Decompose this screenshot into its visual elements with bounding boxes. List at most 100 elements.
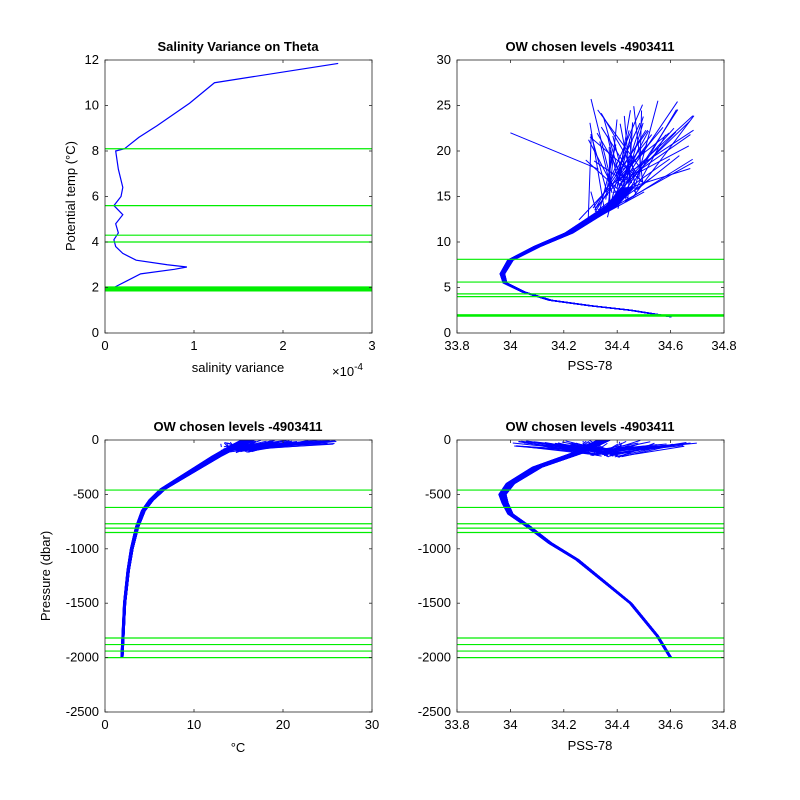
surface-profile-segment: [515, 445, 601, 455]
y-tick-label: 4: [92, 234, 99, 249]
y-tick-label: 25: [437, 98, 451, 113]
y-tick-label: 10: [85, 98, 99, 113]
subplot-4-title: OW chosen levels -4903411: [505, 419, 674, 434]
surface-profile-segment: [597, 158, 671, 211]
plot-content: [105, 62, 372, 292]
x-exponent-base: ×10: [332, 364, 354, 379]
axes-frame: [456, 439, 725, 713]
subplot-3-ylabel: Pressure (dbar): [38, 531, 53, 621]
y-tick-label: 30: [437, 52, 451, 67]
surface-profile-segment: [626, 122, 644, 179]
plot-content: [457, 440, 724, 659]
surface-profile-segment: [240, 443, 247, 453]
y-tick-label: -1500: [418, 595, 451, 610]
profile-line: [120, 440, 246, 658]
x-tick-label: 10: [187, 717, 201, 732]
surface-profile-segment: [600, 113, 643, 183]
plot-area: [105, 440, 372, 712]
subplot-pressure-salinity: OW chosen levels -4903411 PSS-78 33.8 34 3…: [418, 419, 737, 753]
x-tick-label: 34: [503, 338, 517, 353]
profile-line: [500, 440, 671, 658]
subplot-theta-salinity: OW chosen levels -4903411 PSS-78 33.8 34 3…: [437, 39, 737, 373]
surface-profile-segment: [592, 129, 649, 209]
x-tick-label: 34.4: [605, 338, 630, 353]
surface-profile-segment: [224, 441, 244, 449]
surface-profile-segment: [559, 444, 610, 452]
y-tick-label: 10: [437, 234, 451, 249]
y-tick-label: 0: [92, 325, 99, 340]
subplot-1-xlabel: salinity variance: [192, 360, 285, 375]
y-tick-label: -2500: [418, 704, 451, 719]
surface-profile-segment: [612, 168, 691, 194]
profile-line: [505, 440, 672, 658]
plot-content: [105, 440, 372, 659]
surface-profile-segment: [615, 122, 641, 176]
surface-profile-segment: [616, 169, 641, 193]
surface-profile-segment: [612, 135, 626, 187]
surface-profile-segment: [612, 129, 694, 184]
data-line: [112, 62, 339, 290]
surface-profile-segment: [590, 98, 614, 188]
x-exponent-power: -4: [354, 362, 363, 373]
surface-profile-segment: [226, 441, 329, 448]
surface-profile-segment: [603, 117, 628, 203]
profile-line: [121, 440, 251, 658]
subplot-pressure-temperature: OW chosen levels -4903411 °C Pressure (d…: [38, 419, 379, 755]
y-tick-label: 0: [92, 432, 99, 447]
x-tick-label: 1: [190, 338, 197, 353]
profile-line: [120, 440, 243, 658]
subplot-1-ylabel: Potential temp (°C): [63, 141, 78, 251]
surface-profile-segment: [604, 444, 675, 451]
y-tick-label: 8: [92, 143, 99, 158]
surface-profile-segment: [611, 104, 644, 175]
x-tick-label: 33.8: [444, 338, 469, 353]
subplot-1-title: Salinity Variance on Theta: [157, 39, 319, 54]
surface-profile-segment: [587, 134, 592, 222]
y-tick-label: -2000: [66, 650, 99, 665]
surface-profile-segment: [595, 127, 664, 209]
x-tick-label: 20: [276, 717, 290, 732]
subplot-1-x-exponent: ×10-4: [332, 362, 363, 379]
subplot-3-xlabel: °C: [231, 740, 246, 755]
y-tick-label: -500: [73, 486, 99, 501]
x-tick-label: 34.2: [551, 338, 576, 353]
y-tick-label: 20: [437, 143, 451, 158]
x-tick-label: 34: [503, 717, 517, 732]
y-tick-label: 12: [85, 52, 99, 67]
y-tick-label: 5: [444, 280, 451, 295]
x-tick-label: 30: [365, 717, 379, 732]
profile-line: [500, 187, 670, 318]
y-tick-label: -1000: [418, 541, 451, 556]
surface-profile-segment: [561, 441, 608, 452]
surface-profile-segment: [589, 136, 644, 183]
surface-profile-segment: [593, 160, 628, 184]
y-tick-label: -2000: [418, 650, 451, 665]
y-tick-label: 6: [92, 189, 99, 204]
surface-profile-segment: [639, 120, 691, 170]
chosen-level-band: [105, 286, 372, 291]
x-tick-label: 34.6: [658, 338, 683, 353]
surface-profile-segment: [246, 441, 333, 450]
surface-profile-segment: [624, 158, 693, 203]
y-tick-label: -500: [425, 486, 451, 501]
surface-profile-segment: [620, 134, 653, 174]
surface-profile-segment: [595, 178, 651, 219]
plot-area: [457, 60, 724, 333]
x-tick-label: 34.6: [658, 717, 683, 732]
plot-content: [457, 98, 724, 318]
plot-area: [457, 440, 724, 712]
surface-profile-segment: [624, 101, 678, 181]
axes-frame: [104, 439, 373, 713]
y-tick-label: -2500: [66, 704, 99, 719]
surface-profile-segment: [607, 440, 627, 451]
surface-profile-segment: [630, 109, 677, 188]
x-tick-label: 33.8: [444, 717, 469, 732]
surface-profile-segment: [590, 191, 598, 215]
x-tick-label: 34.2: [551, 717, 576, 732]
surface-profile-segment: [510, 132, 599, 170]
x-tick-label: 3: [368, 338, 375, 353]
surface-profile-segment: [636, 145, 690, 174]
subplot-3-title: OW chosen levels -4903411: [153, 419, 322, 434]
y-tick-label: -1500: [66, 595, 99, 610]
